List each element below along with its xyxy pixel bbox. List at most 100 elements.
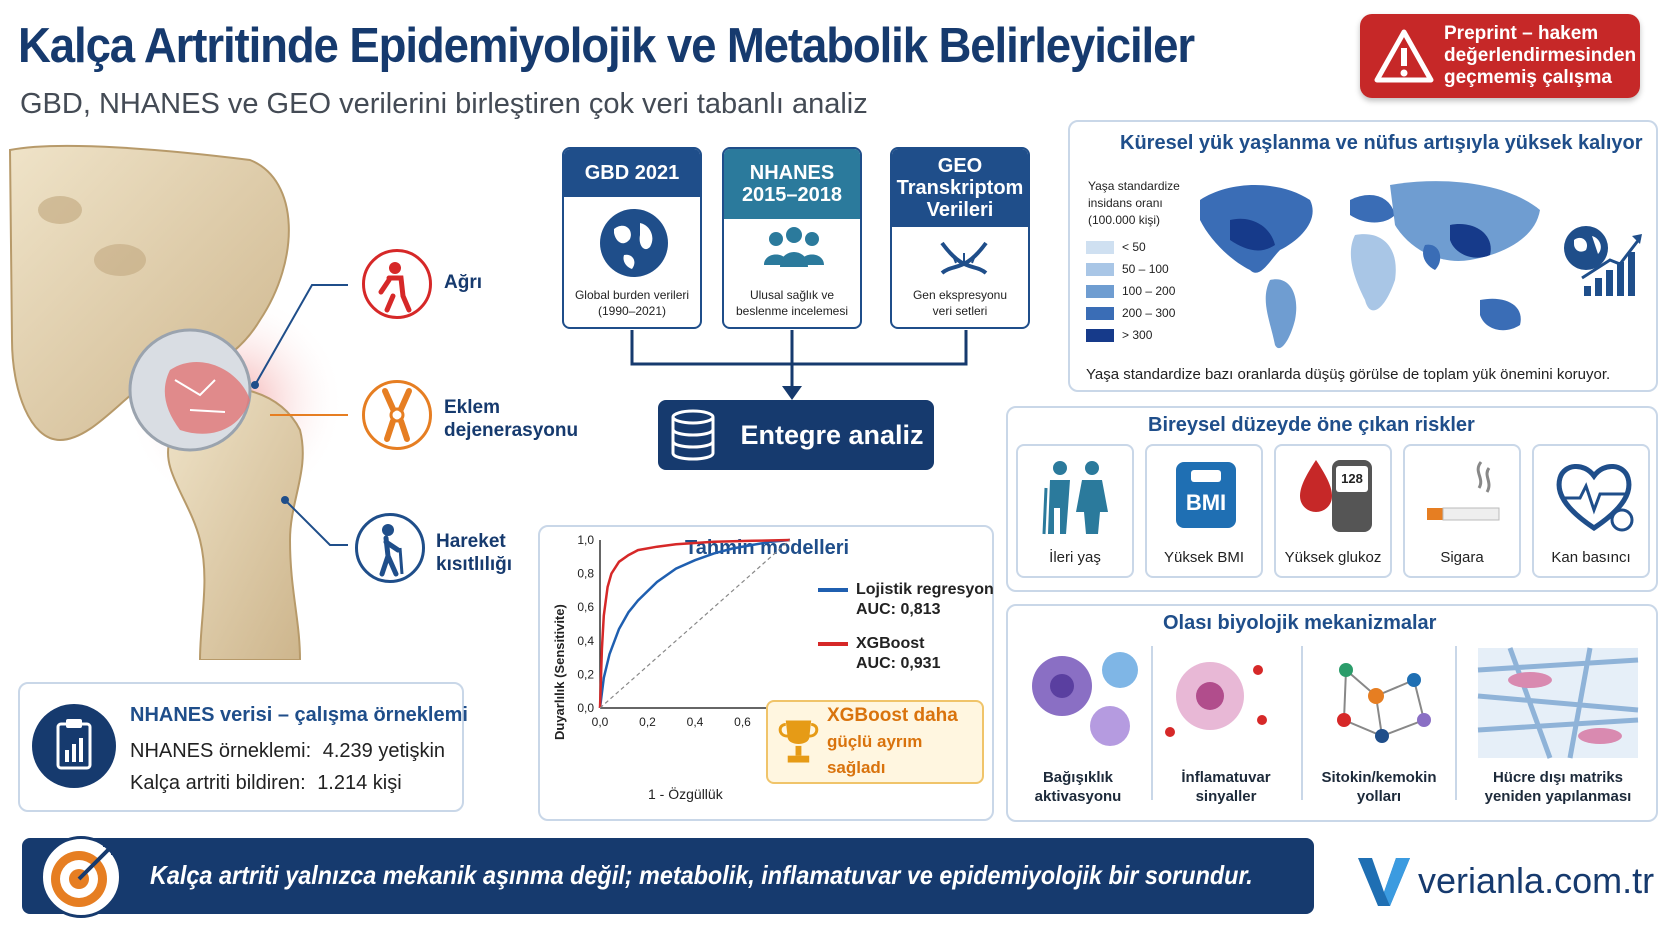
- mechanism-cytokine-l1: Sitokin/kemokin: [1321, 769, 1437, 786]
- walking-cane-icon: [379, 524, 404, 577]
- mechanism-illustrations: [1032, 646, 1639, 800]
- risk-glucose-label: Yüksek glukoz: [1284, 549, 1382, 566]
- symptom-pain-label: Ağrı: [444, 272, 482, 293]
- source-geo-desc: Gen ekspresyonu veri setleri: [892, 287, 1028, 319]
- x-tick-label: 0,6: [734, 715, 751, 729]
- mechanism-immune-label: Bağışıklık aktivasyonu: [1012, 768, 1144, 806]
- map-legend-title: Yaşa standardize insidans oranı (100.000…: [1088, 178, 1180, 229]
- bmi-text: BMI: [1185, 490, 1227, 515]
- legend-xgboost-name: XGBoost: [856, 635, 925, 652]
- risk-blood-pressure: Kan basıncı: [1532, 444, 1650, 578]
- integrated-analysis-label: Entegre analiz: [740, 419, 924, 450]
- joint-degeneration-symptom: [362, 380, 432, 450]
- global-footnote: Yaşa standardize bazı oranlarda düşüş gö…: [1086, 366, 1611, 383]
- sample-row-2-label: Kalça artriti bildiren:: [130, 772, 306, 794]
- chart-xlabel: 1 - Özgüllük: [648, 786, 723, 802]
- risk-bmi: BMI Yüksek BMI: [1145, 444, 1263, 578]
- pain-person-icon: [378, 262, 412, 313]
- source-nhanes-desc-2: beslenme incelemesi: [735, 304, 849, 318]
- page-subtitle: GBD, NHANES ve GEO verilerini birleştire…: [20, 88, 868, 120]
- warning-icon: [1374, 29, 1434, 83]
- mobility-symptom: [355, 513, 425, 583]
- source-geo-title-2: Transkriptom: [896, 177, 1024, 199]
- chart-ylabel: Duyarlılık (Sensitivite): [552, 604, 567, 740]
- source-geo: GEO Transkriptom Verileri Gen ekspresyon…: [890, 147, 1030, 329]
- mechanism-cytokine-label: Sitokin/kemokin yolları: [1302, 768, 1456, 806]
- dna-icon: [940, 241, 988, 275]
- legend-item: 200 – 300: [1086, 306, 1175, 320]
- clipboard-icon: [32, 704, 116, 788]
- legend-label-4: 200 – 300: [1122, 306, 1176, 320]
- symptom-mobility-label: Hareket kısıtlılığı: [436, 530, 512, 576]
- globe-growth-icon: [1564, 226, 1642, 296]
- preprint-badge: Preprint – hakem değerlendirmesinden geç…: [1360, 14, 1640, 98]
- map-legend-title-1: Yaşa standardize: [1088, 179, 1180, 193]
- mechanism-inflammatory-l1: İnflamatuvar: [1181, 769, 1271, 786]
- mechanisms-title: Olası biyolojik mekanizmalar: [1163, 612, 1437, 634]
- symptom-mobility-label-1: Hareket: [436, 531, 506, 552]
- map-legend-title-2: insidans oranı: [1088, 196, 1163, 210]
- knee-joint-icon: [382, 388, 412, 442]
- risk-smoking: Sigara: [1403, 444, 1521, 578]
- diagonal-reference-line: [599, 539, 791, 709]
- legend-xgboost-auc: AUC: 0,931: [856, 655, 941, 672]
- legend-logistic-name: Lojistik regresyon: [856, 581, 994, 598]
- mechanism-matrix-l1: Hücre dışı matriks: [1492, 769, 1624, 786]
- source-gbd: GBD 2021 Global burden verileri (1990–20…: [562, 147, 702, 329]
- mechanism-matrix-label: Hücre dışı matriks yeniden yapılanması: [1466, 768, 1650, 806]
- bmi-scale-icon: BMI: [1176, 462, 1236, 528]
- conclusion-bar: [22, 838, 1314, 914]
- legend-item: > 300: [1086, 328, 1152, 342]
- blood-drop-icon: [1300, 460, 1332, 512]
- hip-joint-illustration: [8, 144, 340, 660]
- sample-card: NHANES verisi – çalışma örneklemi NHANES…: [18, 682, 468, 812]
- legend-logistic-swatch: [818, 588, 848, 592]
- xgboost-callout: XGBoost daha güçlü ayrım sağladı: [766, 700, 984, 784]
- source-nhanes-desc-1: Ulusal sağlık ve: [749, 288, 835, 302]
- x-tick-label: 0,4: [687, 715, 704, 729]
- pain-symptom: [362, 249, 432, 319]
- sample-row-1: NHANES örneklemi: 4.239 yetişkin: [130, 740, 445, 763]
- extracellular-matrix-icon: [1477, 647, 1639, 759]
- global-title: Küresel yük yaşlanma ve nüfus artışıyla …: [1120, 132, 1643, 154]
- source-geo-desc-1: Gen ekspresyonu: [912, 288, 1008, 302]
- source-geo-title-3: Verileri: [926, 199, 994, 221]
- preprint-line1: Preprint – hakem: [1444, 23, 1599, 44]
- symptom-connectors: [251, 284, 348, 546]
- brand-logo: verianla.com.tr: [1354, 852, 1654, 910]
- legend-swatch-4: [1086, 306, 1114, 320]
- heart-pulse-icon: [1556, 464, 1634, 532]
- mechanism-inflammatory-l2: sinyaller: [1195, 788, 1257, 805]
- people-group-icon: [764, 227, 824, 267]
- roc-ticks: 0,00,20,40,60,81,00,00,20,40,60,: [577, 533, 795, 729]
- symptom-joint-label: Eklem dejenerasyonu: [444, 396, 578, 442]
- map-legend-title-3: (100.000 kişi): [1088, 213, 1161, 227]
- trophy-icon: [778, 720, 819, 763]
- mechanism-immune-l1: Bağışıklık: [1042, 769, 1114, 786]
- legend-logistic: Lojistik regresyon AUC: 0,813: [818, 580, 994, 620]
- elderly-couple-icon: [1042, 461, 1108, 535]
- mechanism-inflammatory-label: İnflamatuvar sinyaller: [1152, 768, 1300, 806]
- legend-item: 50 – 100: [1086, 262, 1169, 276]
- preprint-line2: değerlendirmesinden: [1444, 45, 1637, 66]
- xgboost-roc-line: [598, 538, 791, 709]
- y-tick-label: 0,6: [577, 600, 594, 614]
- legend-swatch-3: [1086, 284, 1114, 298]
- sample-row-2-value: 1.214 kişi: [317, 772, 402, 794]
- cytokine-network-icon: [1337, 663, 1431, 743]
- x-tick-label: 0,2: [639, 715, 656, 729]
- callout-line-1: XGBoost daha: [826, 705, 958, 726]
- preprint-line3: geçmemiş çalışma: [1444, 67, 1612, 88]
- legend-xgboost-swatch: [818, 642, 848, 646]
- source-nhanes-title: NHANES 2015–2018: [724, 149, 860, 219]
- legend-logistic-auc: AUC: 0,813: [856, 601, 941, 618]
- risk-glucose: 128 Yüksek glukoz: [1274, 444, 1392, 578]
- risks-title: Bireysel düzeyde öne çıkan riskler: [1148, 414, 1475, 436]
- globe-icon: [600, 209, 668, 277]
- cigarette-icon: [1427, 461, 1500, 521]
- sample-row-1-label: NHANES örneklemi:: [130, 740, 312, 762]
- y-tick-label: 0,4: [577, 634, 594, 648]
- y-tick-label: 0,0: [577, 701, 594, 715]
- risk-bp-label: Kan basıncı: [1551, 549, 1631, 566]
- integrated-analysis-box: Entegre analiz: [658, 400, 934, 470]
